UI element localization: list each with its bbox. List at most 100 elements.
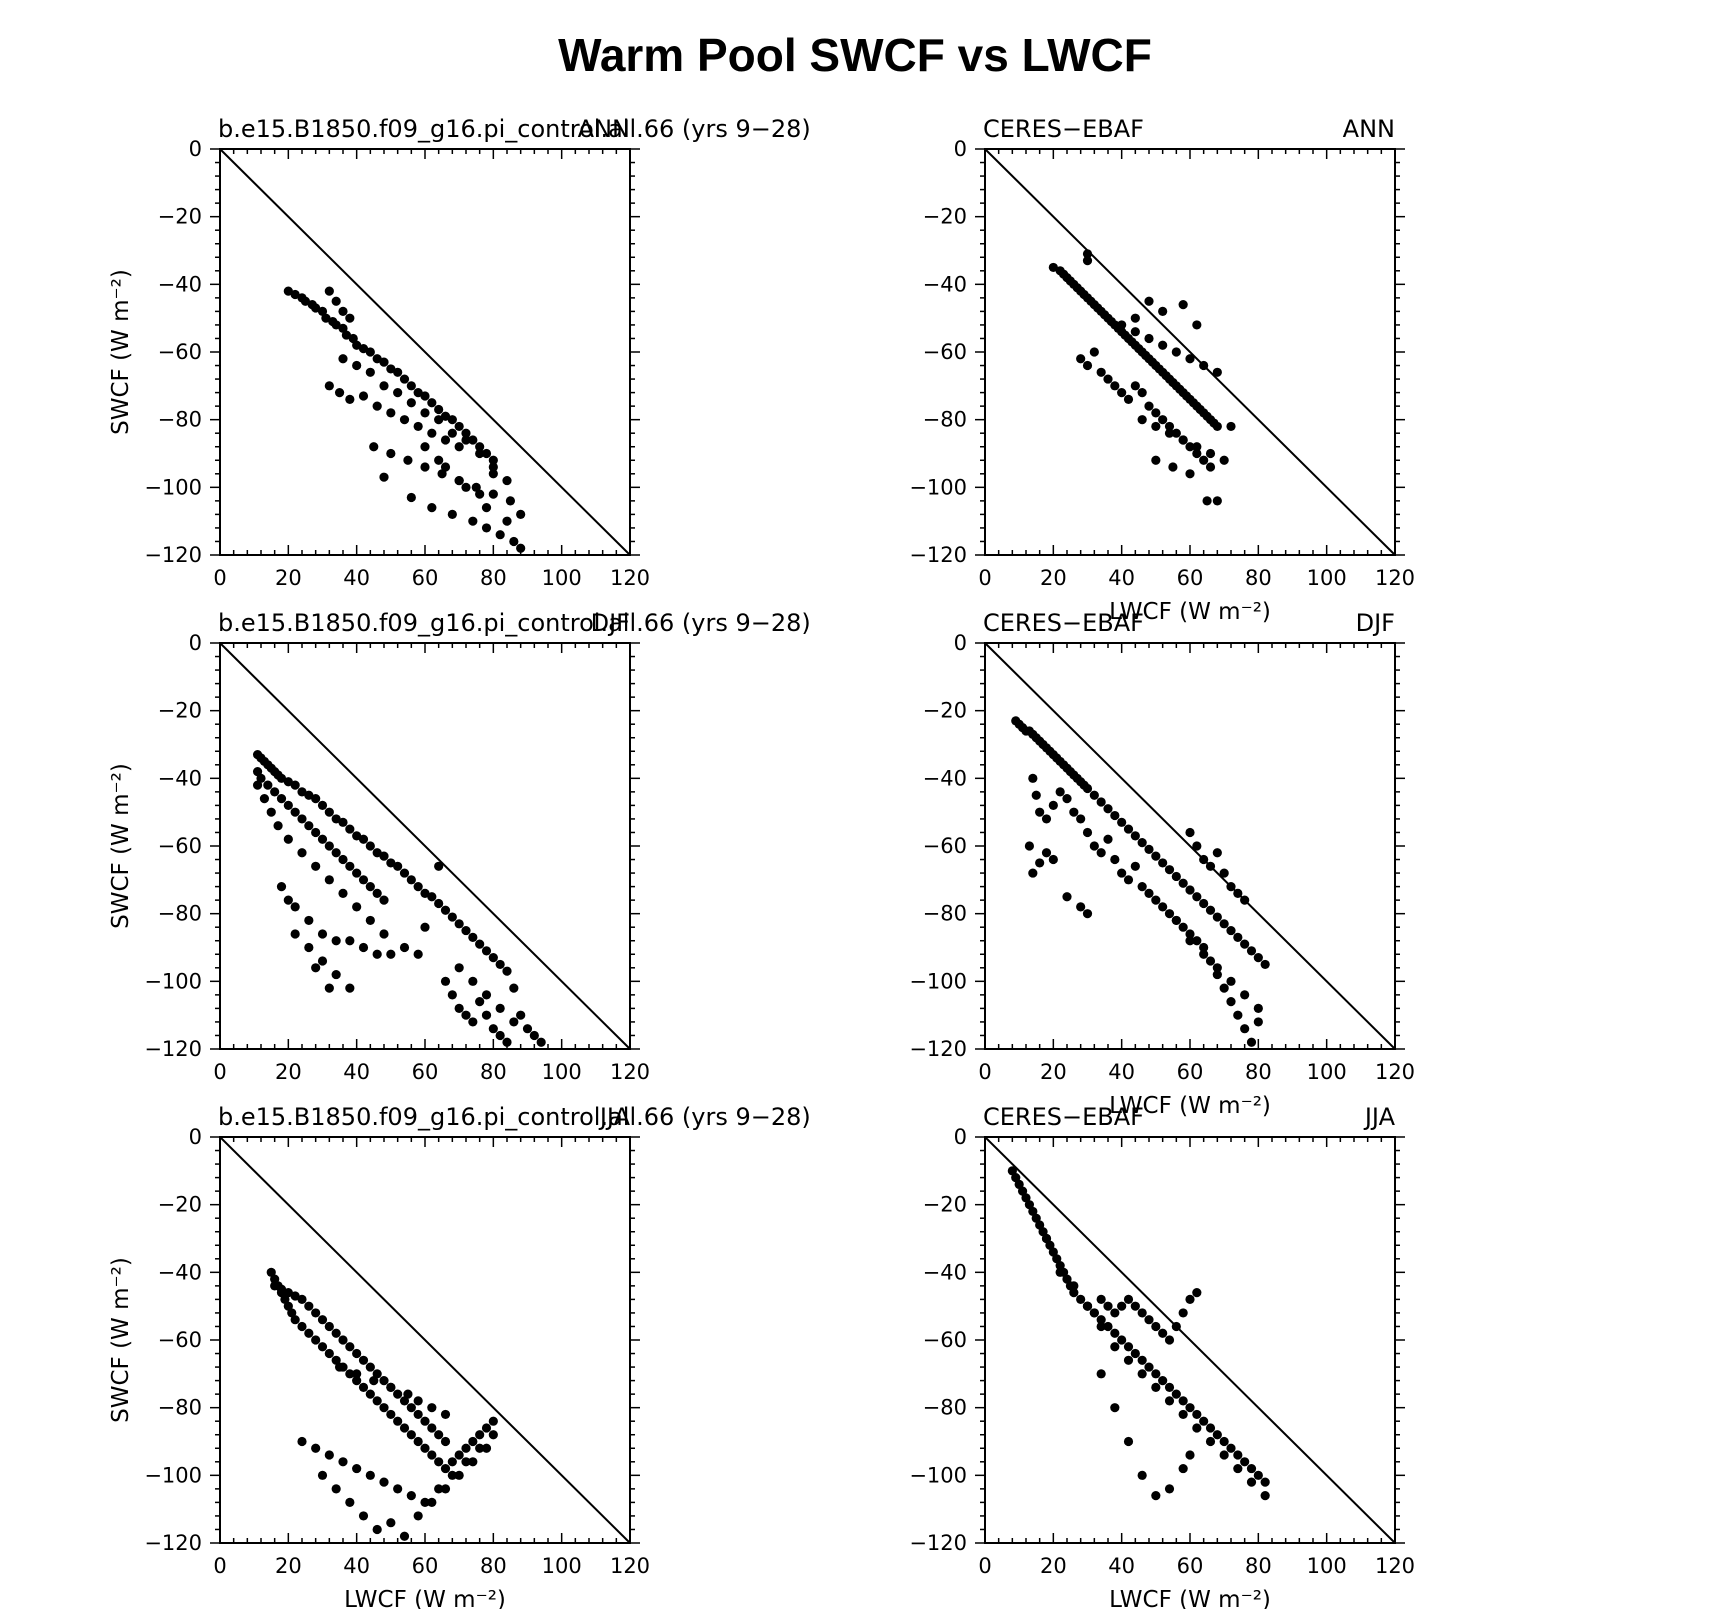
data-point [1137, 1355, 1147, 1365]
data-point [1192, 448, 1202, 459]
data-point [1089, 1308, 1099, 1318]
data-point [406, 381, 416, 391]
data-point [495, 1030, 505, 1041]
data-point [1178, 878, 1188, 888]
data-point [1041, 814, 1052, 824]
data-point [413, 388, 423, 398]
data-point [372, 401, 382, 411]
data-point [502, 966, 512, 976]
data-point [1035, 858, 1045, 868]
x-tick-label: 100 [542, 1554, 582, 1578]
data-point [1240, 895, 1250, 905]
data-point [454, 421, 464, 432]
chart-panel: 0 20 40 60 80 100 120 0 −20 −40 −60 −80 −100 −120 CERE… [909, 115, 1415, 625]
data-point [1212, 848, 1222, 858]
x-tick-label: 120 [610, 566, 650, 590]
data-point [488, 469, 498, 479]
data-point [1110, 1308, 1120, 1318]
data-point [1164, 1382, 1175, 1392]
y-tick-label: −120 [909, 543, 967, 567]
data-point [1144, 333, 1154, 344]
data-point [481, 1443, 492, 1453]
data-point [1024, 841, 1035, 851]
data-point [1192, 1409, 1202, 1420]
data-point [365, 841, 375, 851]
data-point [317, 1470, 328, 1480]
data-point [1048, 1247, 1058, 1257]
data-point [440, 976, 451, 986]
data-point [440, 905, 451, 915]
y-tick-label: −60 [923, 340, 967, 364]
y-tick-label: −20 [923, 699, 967, 723]
data-point [1069, 1281, 1079, 1291]
data-point [283, 1288, 293, 1298]
data-point [1240, 939, 1250, 949]
data-point [372, 1524, 382, 1535]
data-point [1205, 861, 1216, 871]
y-tick-label: −80 [158, 408, 202, 432]
data-point [1178, 1308, 1188, 1318]
y-tick-label: −120 [144, 1037, 202, 1061]
data-point [1110, 810, 1120, 821]
data-point [427, 1450, 437, 1460]
panel-left-label: CERES−EBAF [983, 1103, 1144, 1131]
data-point [1205, 1423, 1216, 1433]
data-point [399, 374, 410, 384]
chart-panel: 0 20 40 60 80 100 120 0 −20 −40 −60 −80 −100 −120 b.e1… [108, 115, 811, 590]
data-point [1089, 790, 1099, 800]
data-point [372, 949, 382, 959]
data-point [1096, 1315, 1106, 1325]
x-tick-label: 0 [213, 1060, 226, 1084]
data-point [331, 1328, 341, 1338]
one-to-one-line [984, 148, 1396, 556]
data-point [283, 286, 293, 296]
x-tick-label: 100 [1307, 1554, 1347, 1578]
y-tick-label: −20 [158, 699, 202, 723]
data-point [1151, 1382, 1161, 1392]
x-tick-label: 20 [275, 1060, 302, 1084]
x-tick-label: 60 [1177, 566, 1204, 590]
data-point [338, 1335, 348, 1345]
data-point [365, 347, 375, 357]
data-point [352, 831, 362, 841]
data-point [1199, 949, 1209, 959]
data-point [1151, 1491, 1161, 1501]
data-point [352, 1348, 362, 1359]
data-point [1158, 415, 1168, 425]
y-axis-label: SWCF (W m⁻²) [108, 763, 134, 929]
data-point [1082, 256, 1093, 266]
data-point [1123, 824, 1134, 834]
data-point [324, 381, 334, 391]
data-point [297, 814, 307, 824]
data-point [1185, 885, 1195, 895]
panel-right-label: ANN [578, 115, 630, 143]
data-point [331, 320, 341, 330]
data-point [1123, 1436, 1134, 1447]
data-point [1110, 854, 1120, 865]
data-point [427, 428, 437, 438]
data-point [276, 794, 287, 804]
x-tick-label: 20 [275, 566, 302, 590]
data-point [1199, 455, 1209, 465]
one-to-one-line [219, 1136, 631, 1544]
data-point [1089, 347, 1099, 357]
data-point [481, 523, 492, 533]
y-tick-label: −40 [158, 766, 202, 790]
data-point [352, 1376, 362, 1386]
data-point [495, 959, 505, 970]
data-point [1246, 1463, 1257, 1474]
panel-right-label: DJF [591, 609, 630, 637]
data-point [1192, 320, 1202, 330]
data-point [1144, 888, 1154, 898]
data-point [311, 1335, 321, 1345]
data-point [1226, 925, 1236, 936]
x-tick-label: 0 [978, 566, 991, 590]
data-point [434, 898, 444, 909]
data-point [358, 391, 369, 401]
data-point [358, 1355, 369, 1365]
x-tick-label: 20 [1040, 1554, 1067, 1578]
data-point [420, 888, 430, 898]
data-point [338, 854, 348, 865]
data-point [413, 1511, 423, 1521]
data-point [1219, 1450, 1229, 1460]
